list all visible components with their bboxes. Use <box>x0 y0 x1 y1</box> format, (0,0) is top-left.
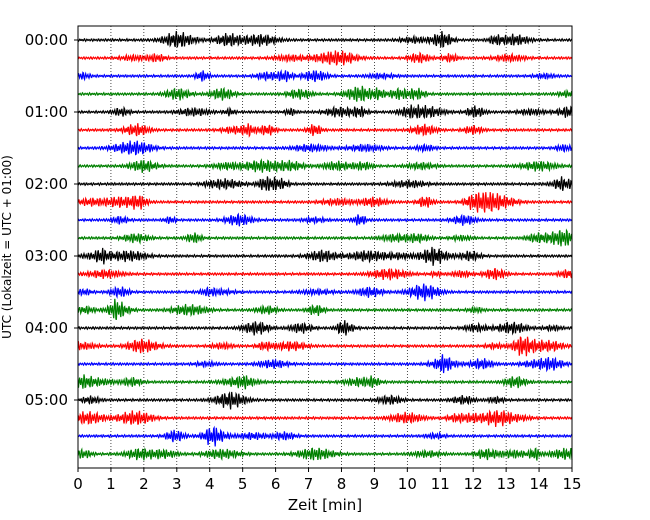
x-tick-label: 6 <box>271 475 281 493</box>
trace-0515 <box>77 409 573 428</box>
seismic-traces <box>77 30 573 461</box>
x-tick-label: 8 <box>337 475 347 493</box>
trace-0045 <box>77 85 573 102</box>
x-tick-label: 12 <box>464 475 483 493</box>
x-tick-label: 10 <box>398 475 417 493</box>
trace-0230 <box>77 212 573 227</box>
y-tick-label: 00:00 <box>25 31 68 49</box>
trace-0100 <box>77 104 573 120</box>
trace-0500 <box>77 391 573 410</box>
trace-0430 <box>77 354 573 374</box>
x-tick-label: 7 <box>304 475 314 493</box>
trace-0330 <box>77 283 573 302</box>
x-axis-label: Zeit [min] <box>288 496 362 514</box>
trace-0130 <box>77 140 573 156</box>
x-tick-label: 4 <box>205 475 215 493</box>
x-tick-label: 0 <box>73 475 83 493</box>
trace-0145 <box>77 158 573 174</box>
trace-0030 <box>77 69 573 83</box>
x-axis: 0 1 2 3 4 5 6 7 8 9 10 11 12 13 14 15 <box>73 468 582 493</box>
trace-0415 <box>77 336 573 357</box>
y-axis-label: UTC (Lokalzeit = UTC + 01:00) <box>0 155 14 339</box>
trace-0015 <box>77 50 573 66</box>
y-tick-label: 05:00 <box>25 391 68 409</box>
y-axis: 00:00 01:00 02:00 03:00 04:00 05:00 <box>25 31 78 409</box>
trace-0530 <box>77 425 573 447</box>
x-tick-label: 11 <box>431 475 450 493</box>
x-tick-label: 3 <box>172 475 182 493</box>
trace-0400 <box>77 320 573 336</box>
y-tick-label: 03:00 <box>25 247 68 265</box>
trace-0445 <box>77 374 573 390</box>
trace-0215 <box>77 192 573 213</box>
x-tick-label: 2 <box>139 475 149 493</box>
trace-0000 <box>77 30 573 48</box>
trace-0315 <box>77 267 573 281</box>
trace-0245 <box>77 228 573 247</box>
y-tick-label: 02:00 <box>25 175 68 193</box>
x-tick-label: 14 <box>530 475 549 493</box>
trace-0200 <box>77 176 573 191</box>
y-tick-label: 01:00 <box>25 103 68 121</box>
x-tick-label: 1 <box>106 475 116 493</box>
y-tick-label: 04:00 <box>25 319 68 337</box>
plot-frame <box>77 25 573 469</box>
x-tick-label: 13 <box>497 475 516 493</box>
x-tick-label: 5 <box>238 475 248 493</box>
x-tick-label: 9 <box>370 475 380 493</box>
trace-0300 <box>77 246 573 266</box>
trace-0345 <box>77 298 573 320</box>
x-tick-label: 15 <box>562 475 581 493</box>
trace-0115 <box>77 123 573 138</box>
trace-0545 <box>77 446 573 461</box>
